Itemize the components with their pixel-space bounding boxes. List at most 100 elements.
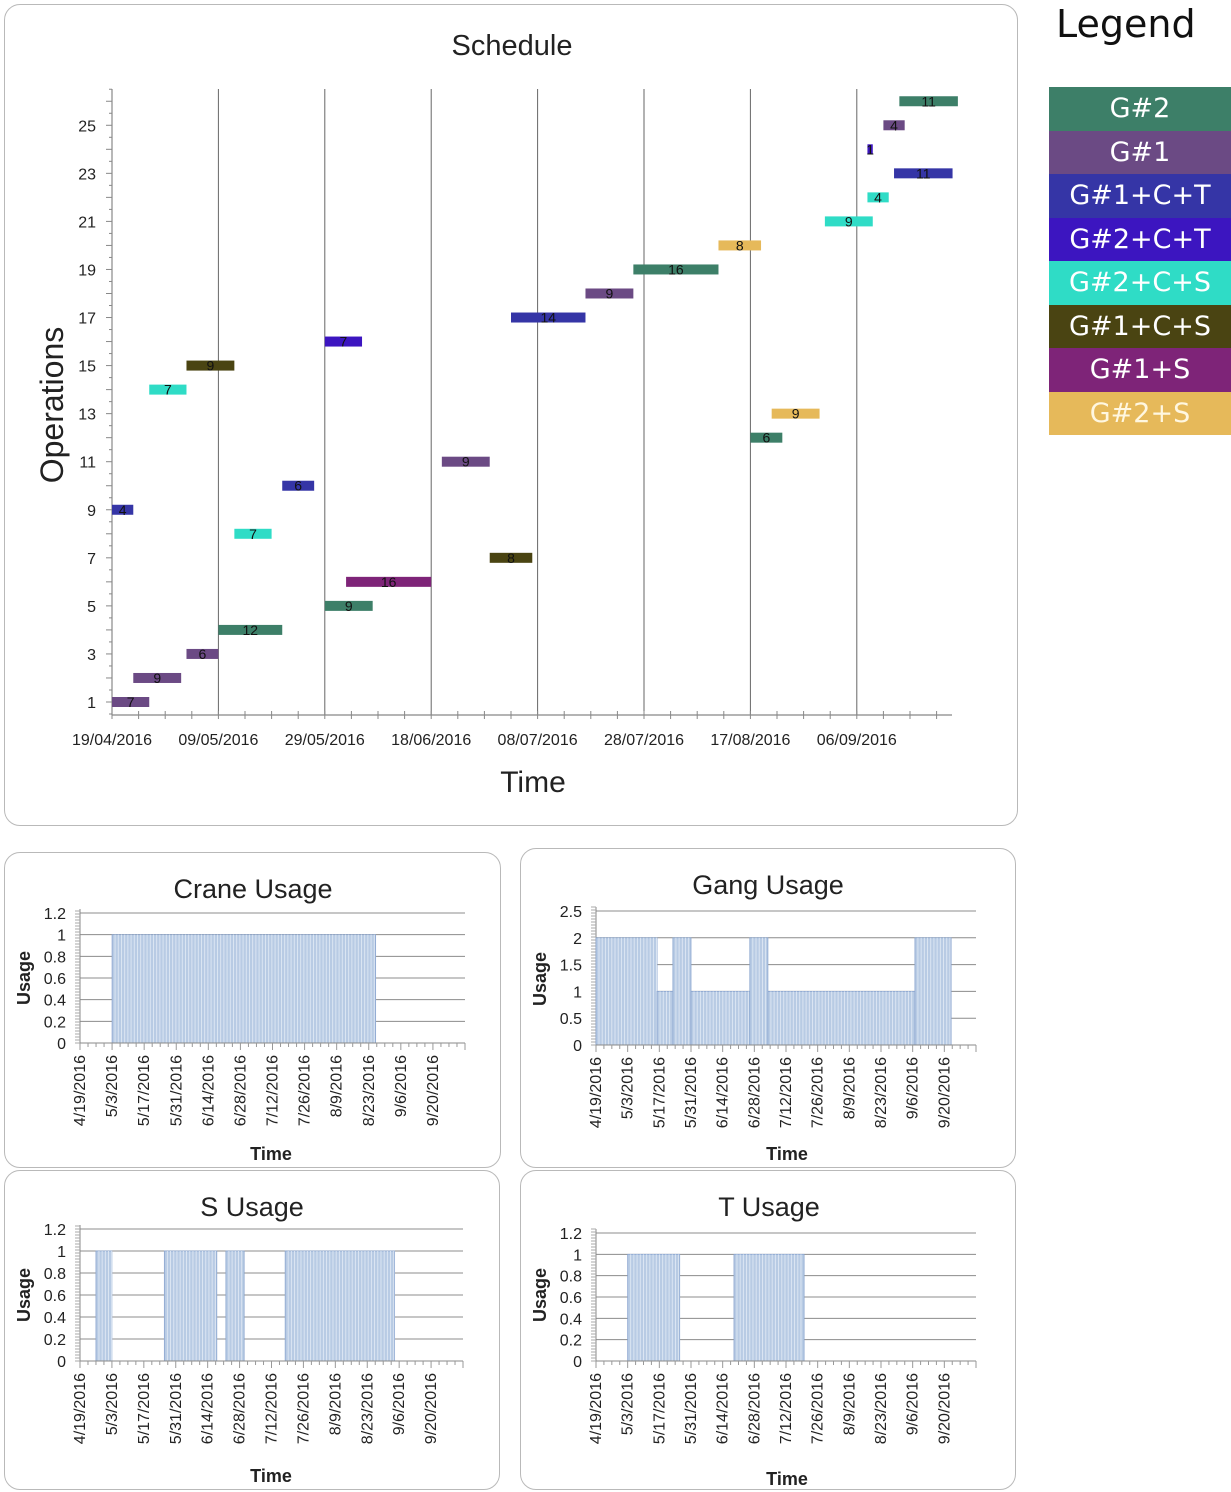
- usage-x-tick-label: 5/3/2016: [620, 1057, 637, 1119]
- legend-item: G#1+S: [1049, 348, 1231, 392]
- schedule-x-tick-label: 18/06/2016: [391, 732, 471, 749]
- legend-item: G#2+S: [1049, 391, 1231, 435]
- usage-y-tick-label: 0: [573, 1354, 582, 1371]
- usage-x-tick-label: 6/14/2016: [200, 1373, 217, 1444]
- task-duration-label: 11: [916, 165, 931, 181]
- usage-x-tick-label: 8/23/2016: [359, 1373, 376, 1444]
- schedule-y-tick-label: 3: [87, 647, 96, 664]
- usage-x-tick-label: 8/9/2016: [841, 1373, 858, 1435]
- usage-x-tick-label: 6/14/2016: [715, 1057, 732, 1128]
- usage-bar: [914, 937, 952, 1046]
- usage-y-tick-label: 0.2: [560, 1333, 582, 1350]
- usage-x-tick-label: 9/20/2016: [425, 1055, 442, 1126]
- task-duration-label: 6: [199, 646, 207, 662]
- usage-x-tick-label: 5/3/2016: [104, 1373, 121, 1435]
- task-bar: [771, 408, 820, 419]
- schedule-x-tick-label: 08/07/2016: [498, 732, 578, 749]
- schedule-x-tick-label: 17/08/2016: [710, 732, 790, 749]
- usage-y-tick-label: 0.5: [560, 1011, 582, 1028]
- task-bar: [186, 648, 219, 659]
- schedule-x-tick-label: 28/07/2016: [604, 732, 684, 749]
- usage-y-tick-label: 1.5: [560, 958, 582, 975]
- schedule-y-tick-label: 7: [87, 551, 96, 568]
- usage-bar: [656, 990, 674, 1046]
- task-bar: [883, 120, 905, 131]
- usage-x-tick-label: 5/3/2016: [620, 1373, 637, 1435]
- usage-x-tick-label: 9/6/2016: [393, 1055, 410, 1117]
- crane-usage-chart: Crane Usage Usage Time 1.2 1 0.8 0.6 0.4 0.2 0 4/1…: [14, 874, 466, 1164]
- schedule-y-tick-label: 9: [87, 503, 96, 520]
- usage-x-tick-label: 5/31/2016: [683, 1373, 700, 1444]
- task-bar: [489, 552, 533, 563]
- schedule-title: Schedule: [452, 30, 573, 62]
- task-bar: [867, 144, 873, 155]
- usage-x-tick-label: 8/9/2016: [841, 1057, 858, 1119]
- usage-y-tick-label: 0.8: [44, 949, 66, 966]
- usage-y-tick-label: 0.2: [44, 1014, 66, 1031]
- legend-item: G#1: [1049, 130, 1231, 174]
- task-duration-label: 6: [762, 430, 770, 446]
- usage-x-axis-title: Time: [766, 1469, 808, 1489]
- task-duration-label: 16: [381, 574, 397, 590]
- usage-x-tick-label: 5/31/2016: [683, 1057, 700, 1128]
- task-bar: [718, 240, 762, 251]
- usage-x-tick-label: 6/28/2016: [232, 1373, 249, 1444]
- legend-title: Legend: [1056, 2, 1196, 46]
- task-duration-label: 7: [127, 694, 135, 710]
- usage-y-tick-label: 0.4: [44, 993, 66, 1010]
- legend-item: G#2: [1049, 87, 1231, 131]
- task-duration-label: 6: [294, 478, 302, 494]
- usage-y-tick-label: 0.8: [44, 1266, 66, 1283]
- usage-y-tick-label: 2.5: [560, 904, 582, 921]
- legend: G#2 G#1 G#1+C+T G#2+C+T G#2+C+S G#1+C+S G#1+S G…: [1049, 87, 1231, 435]
- task-duration-label: 9: [845, 213, 853, 229]
- task-bar: [218, 624, 283, 635]
- usage-x-tick-label: 7/12/2016: [778, 1057, 795, 1128]
- task-duration-label: 8: [736, 237, 744, 253]
- task-bar: [894, 168, 953, 179]
- task-bar: [324, 336, 363, 347]
- task-bar: [441, 456, 490, 467]
- schedule-y-tick-label: 1: [87, 695, 96, 712]
- schedule-x-tick-label: 09/05/2016: [178, 732, 258, 749]
- usage-x-tick-label: 5/17/2016: [136, 1055, 153, 1126]
- usage-bar: [111, 934, 377, 1044]
- usage-x-tick-label: 5/31/2016: [168, 1055, 185, 1126]
- schedule-panel: Schedule Time Operations 1 3 5 7 9 11 13 15 17 19 21 2…: [4, 4, 1018, 826]
- task-bar: [750, 432, 783, 443]
- usage-x-tick-label: 5/17/2016: [651, 1373, 668, 1444]
- usage-y-tick-label: 1.2: [560, 1226, 582, 1243]
- task-duration-label: 1: [866, 141, 874, 157]
- gang-usage-panel: Gang Usage Usage Time 2.5 2 1.5 1 0.5 0 4/19/2016…: [520, 848, 1016, 1168]
- usage-x-tick-label: 6/28/2016: [746, 1373, 763, 1444]
- usage-x-tick-label: 7/26/2016: [297, 1055, 314, 1126]
- usage-x-tick-label: 7/26/2016: [810, 1057, 827, 1128]
- task-duration-label: 16: [668, 261, 684, 277]
- usage-x-tick-label: 8/9/2016: [329, 1055, 346, 1117]
- task-duration-label: 4: [890, 117, 898, 133]
- schedule-x-tick-label: 29/05/2016: [285, 732, 365, 749]
- usage-x-axis-title: Time: [250, 1466, 292, 1486]
- usage-x-tick-label: 7/12/2016: [265, 1055, 282, 1126]
- usage-x-tick-label: 9/20/2016: [936, 1057, 953, 1128]
- s-usage-chart: S Usage Usage Time 1.2 1 0.8 0.6 0.4 0.2 0 4/19/20…: [14, 1192, 464, 1486]
- usage-x-tick-label: 7/12/2016: [778, 1373, 795, 1444]
- task-bar: [186, 360, 235, 371]
- task-bar: [633, 264, 719, 275]
- schedule-y-tick-label: 5: [87, 599, 96, 616]
- task-duration-label: 9: [462, 454, 470, 470]
- task-bar: [585, 288, 634, 299]
- usage-x-tick-label: 7/26/2016: [810, 1373, 827, 1444]
- usage-y-axis-title: Usage: [14, 1268, 34, 1322]
- usage-y-tick-label: 0: [57, 1354, 66, 1371]
- usage-x-tick-label: 9/20/2016: [423, 1373, 440, 1444]
- usage-y-axis-title: Usage: [530, 1268, 550, 1322]
- task-bar: [282, 480, 315, 491]
- usage-x-tick-label: 5/31/2016: [168, 1373, 185, 1444]
- usage-bar: [284, 1250, 396, 1362]
- usage-x-tick-label: 8/23/2016: [873, 1373, 890, 1444]
- usage-y-tick-label: 0.4: [44, 1310, 66, 1327]
- usage-title: T Usage: [718, 1192, 820, 1222]
- schedule-x-tick-label: 19/04/2016: [72, 732, 152, 749]
- task-bar: [234, 528, 272, 539]
